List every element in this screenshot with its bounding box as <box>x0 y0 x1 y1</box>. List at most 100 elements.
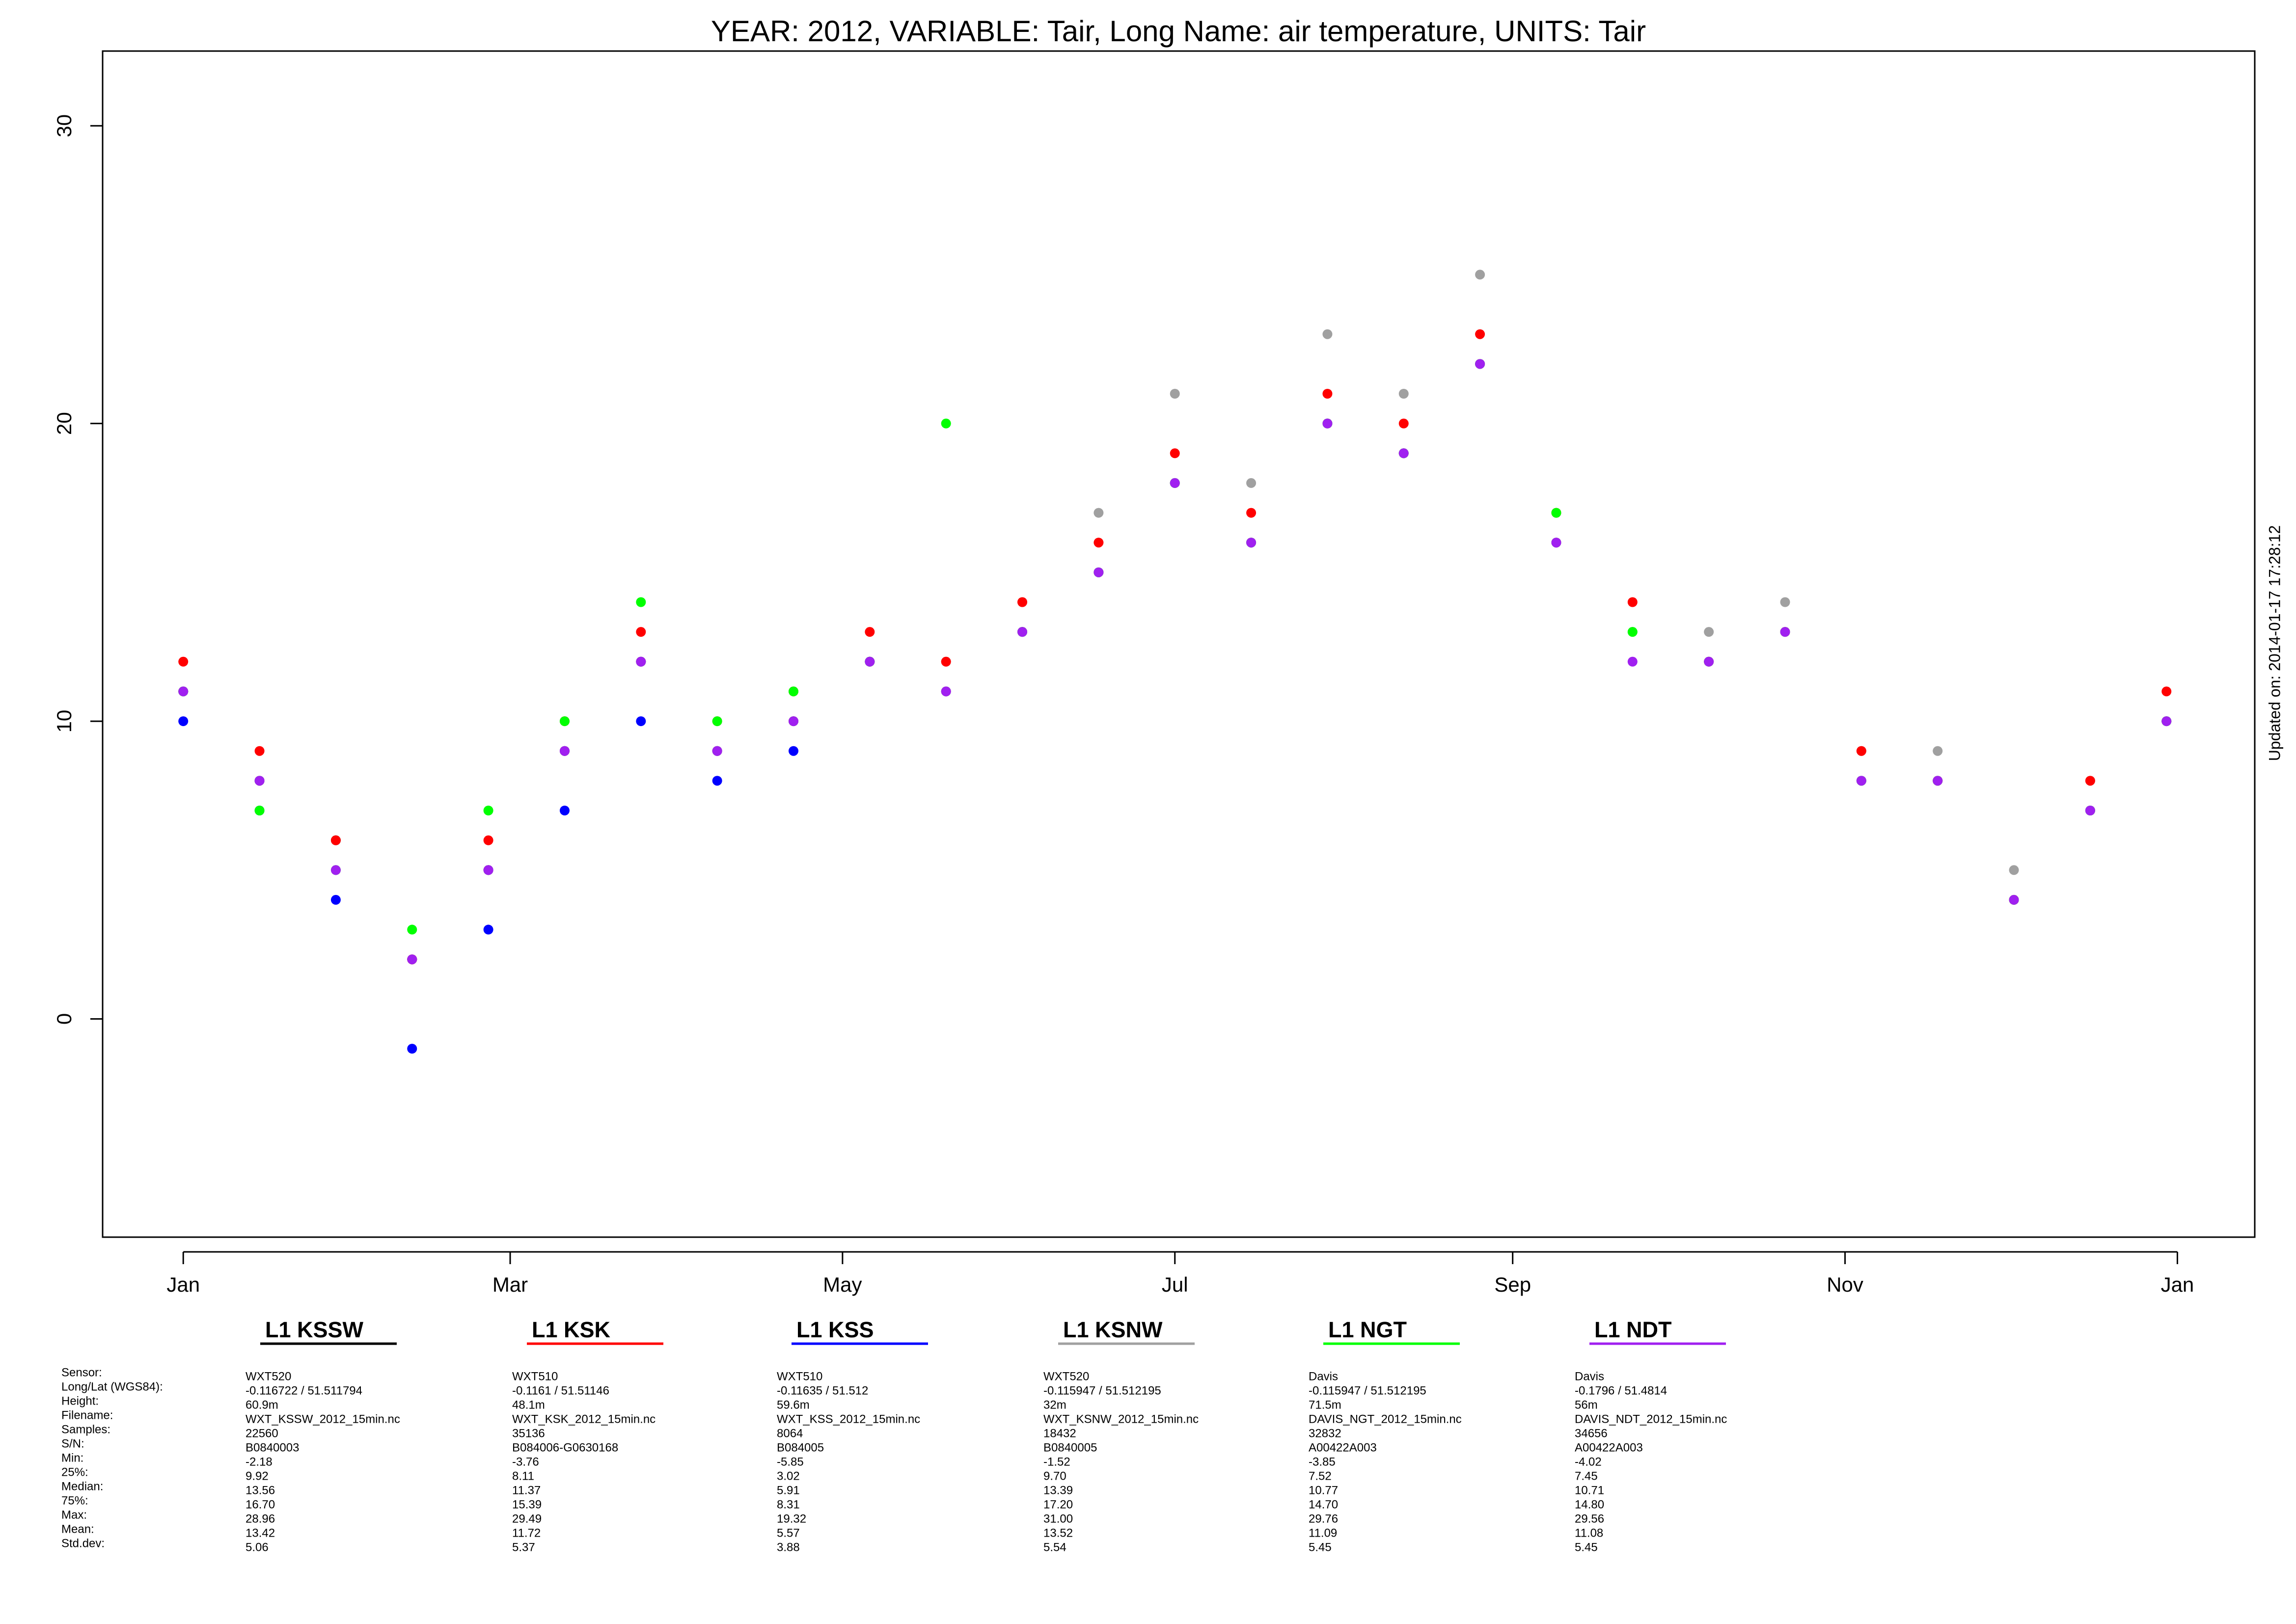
point <box>178 686 189 697</box>
info-value: A00422A003 <box>1309 1441 1377 1454</box>
info-value: 59.6m <box>777 1398 810 1411</box>
info-label: Std.dev: <box>61 1537 105 1550</box>
info-value: 15.39 <box>512 1498 542 1511</box>
info-value: 13.52 <box>1043 1526 1073 1540</box>
info-label: Min: <box>61 1451 83 1464</box>
point <box>636 656 646 667</box>
point <box>865 656 875 667</box>
info-value: 11.08 <box>1575 1526 1603 1540</box>
info-value: 7.45 <box>1575 1469 1598 1483</box>
point <box>1017 597 1028 607</box>
point <box>1856 776 1866 786</box>
info-value: 29.76 <box>1309 1512 1338 1525</box>
legend-entry: L1 KSNW <box>1063 1317 1163 1342</box>
point <box>1246 508 1257 518</box>
point <box>1551 508 1561 518</box>
point <box>559 716 570 727</box>
info-value: -2.18 <box>246 1455 273 1468</box>
info-value: DAVIS_NGT_2012_15min.nc <box>1309 1412 1462 1426</box>
point <box>407 1044 417 1054</box>
point <box>178 656 189 667</box>
info-value: 9.70 <box>1043 1469 1066 1483</box>
point <box>1322 329 1333 339</box>
info-label: Mean: <box>61 1522 94 1536</box>
point <box>1322 388 1333 399</box>
info-value: 34656 <box>1575 1427 1608 1440</box>
point <box>788 746 798 756</box>
info-value: 5.91 <box>777 1484 800 1497</box>
point <box>1093 538 1104 548</box>
point <box>1627 627 1638 637</box>
legend-entry: L1 KSSW <box>265 1317 364 1342</box>
info-value: -3.76 <box>512 1455 539 1468</box>
point <box>941 418 951 429</box>
info-value: 13.56 <box>246 1484 275 1497</box>
info-value: 56m <box>1575 1398 1598 1411</box>
info-value: 5.06 <box>246 1541 269 1554</box>
point <box>178 716 189 727</box>
legend-entry: L1 NGT <box>1328 1317 1407 1342</box>
point <box>483 805 493 815</box>
info-value: -0.115947 / 51.512195 <box>1043 1384 1161 1397</box>
x-tick-label: Mar <box>492 1273 528 1296</box>
info-value: 14.70 <box>1309 1498 1338 1511</box>
info-value: 16.70 <box>246 1498 275 1511</box>
x-tick-label: May <box>823 1273 862 1296</box>
info-value: 13.39 <box>1043 1484 1073 1497</box>
info-value: 3.88 <box>777 1541 800 1554</box>
point <box>1170 388 1180 399</box>
info-value: 8064 <box>777 1427 803 1440</box>
y-tick-label: 10 <box>53 710 76 733</box>
point <box>1475 359 1485 369</box>
point <box>1093 508 1104 518</box>
info-value: WXT_KSNW_2012_15min.nc <box>1043 1412 1199 1426</box>
annotation: Updated on: 2014-01-17 17:28:12 <box>2266 525 2283 761</box>
info-label: Median: <box>61 1480 103 1493</box>
info-value: -3.85 <box>1309 1455 1336 1468</box>
info-label: Sensor: <box>61 1366 102 1379</box>
info-label: Max: <box>61 1508 87 1521</box>
x-tick-label: Jan <box>2161 1273 2194 1296</box>
point <box>330 835 341 845</box>
point <box>2085 776 2095 786</box>
info-value: 35136 <box>512 1427 545 1440</box>
point <box>1933 776 1943 786</box>
point <box>712 746 722 756</box>
info-value: B084006-G0630168 <box>512 1441 618 1454</box>
point <box>483 865 493 875</box>
point <box>1398 448 1409 459</box>
info-value: 11.37 <box>512 1484 541 1497</box>
info-value: -1.52 <box>1043 1455 1070 1468</box>
point <box>330 865 341 875</box>
point <box>407 924 417 935</box>
point <box>1170 448 1180 459</box>
info-value: 7.52 <box>1309 1469 1332 1483</box>
info-value: 3.02 <box>777 1469 800 1483</box>
info-value: 28.96 <box>246 1512 275 1525</box>
point <box>1780 627 1790 637</box>
point <box>636 597 646 607</box>
info-value: B084005 <box>777 1441 824 1454</box>
info-value: 9.92 <box>246 1469 269 1483</box>
point <box>1627 597 1638 607</box>
chart-title: YEAR: 2012, VARIABLE: Tair, Long Name: a… <box>711 15 1646 48</box>
info-value: 5.45 <box>1575 1541 1598 1554</box>
point <box>2085 805 2095 815</box>
info-value: 5.57 <box>777 1526 800 1540</box>
info-label: Height: <box>61 1394 99 1407</box>
point <box>1780 597 1790 607</box>
info-value: Davis <box>1575 1370 1604 1383</box>
info-value: 17.20 <box>1043 1498 1073 1511</box>
info-value: -0.1796 / 51.4814 <box>1575 1384 1667 1397</box>
info-value: 8.31 <box>777 1498 800 1511</box>
info-value: WXT510 <box>777 1370 822 1383</box>
point <box>788 716 798 727</box>
point <box>254 776 265 786</box>
info-value: -5.85 <box>777 1455 804 1468</box>
info-value: 13.42 <box>246 1526 275 1540</box>
point <box>865 627 875 637</box>
point <box>1627 656 1638 667</box>
info-value: WXT510 <box>512 1370 558 1383</box>
point <box>1475 329 1485 339</box>
